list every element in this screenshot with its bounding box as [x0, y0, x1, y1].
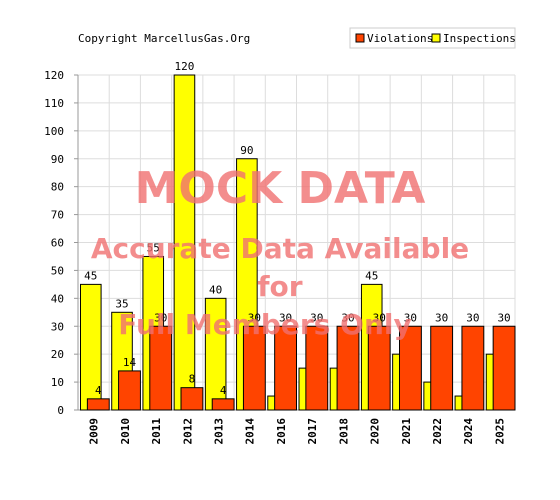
data-label-violations-2009: 4 [95, 384, 102, 397]
data-label-violations-2010: 14 [123, 356, 137, 369]
data-label-violations-2018: 30 [341, 311, 354, 324]
x-tick-label: 2018 [337, 418, 350, 445]
x-tick-label: 2021 [400, 418, 413, 445]
bar-violations-2011 [149, 325, 173, 411]
x-tick-label: 2022 [431, 418, 444, 445]
bars [79, 74, 516, 411]
y-tick-label: 0 [57, 404, 64, 417]
data-label-inspections-2014: 90 [240, 144, 253, 157]
data-label-violations-2016: 30 [279, 311, 292, 324]
y-tick-label: 60 [51, 237, 64, 250]
data-label-violations-2024: 30 [466, 311, 479, 324]
data-label-violations-2012: 8 [189, 373, 196, 386]
data-label-inspections-2010: 35 [115, 297, 128, 310]
data-label-violations-2020: 30 [373, 311, 386, 324]
bar-violations-2021 [399, 325, 422, 411]
x-tick-label: 2020 [369, 418, 382, 445]
bar-violations-2025 [492, 325, 516, 411]
bar-violations-2014 [242, 325, 266, 411]
data-label-inspections-2012: 120 [175, 60, 195, 73]
data-label-violations-2011: 30 [154, 311, 167, 324]
legend: Violations Inspections [349, 27, 516, 49]
y-tick-label: 30 [51, 320, 64, 333]
data-label-violations-2021: 30 [404, 311, 417, 324]
bar-violations-2012 [180, 387, 204, 411]
legend-swatch-violations [355, 33, 365, 43]
data-label-inspections-2013: 40 [209, 283, 222, 296]
y-tick-label: 20 [51, 348, 64, 361]
legend-label-inspections: Inspections [443, 32, 516, 45]
copyright-text: Copyright MarcellusGas.Org [78, 32, 250, 45]
bar-violations-2018 [336, 325, 360, 411]
watermark-line-3: for [257, 270, 302, 303]
data-label-violations-2022: 30 [435, 311, 448, 324]
bar-violations-2010 [118, 370, 141, 411]
y-tick-label: 50 [51, 264, 64, 277]
x-tick-label: 2012 [181, 418, 194, 445]
y-tick-label: 100 [44, 125, 64, 138]
y-tick-label: 40 [51, 292, 64, 305]
y-axis-ticks: 0 10 20 30 40 50 60 70 80 90 100 110 120 [44, 69, 78, 417]
x-tick-label: 2011 [150, 418, 163, 445]
x-tick-label: 2013 [212, 418, 225, 445]
bar-violations-2020 [367, 325, 391, 411]
x-tick-label: 2016 [275, 418, 288, 445]
y-tick-label: 80 [51, 181, 64, 194]
bar-violations-2017 [305, 325, 329, 411]
data-label-violations-2025: 30 [497, 311, 510, 324]
y-tick-label: 110 [44, 97, 64, 110]
x-tick-label: 2024 [462, 418, 475, 445]
legend-label-violations: Violations [367, 32, 433, 45]
x-tick-label: 2017 [306, 418, 319, 445]
data-label-inspections-2020: 45 [365, 269, 378, 282]
y-tick-label: 10 [51, 376, 64, 389]
data-label-inspections-2009: 45 [84, 269, 97, 282]
bar-violations-2016 [274, 325, 297, 411]
watermark-line-4: Full Members Only [118, 308, 411, 341]
x-tick-label: 2010 [119, 418, 132, 445]
data-labels: 45 4 35 14 55 30 120 8 40 4 90 30 30 30 30 45 30 30 30 30 30 [84, 60, 511, 397]
bar-violations-2013 [211, 398, 235, 411]
y-tick-label: 90 [51, 153, 64, 166]
legend-swatch-inspections [431, 33, 441, 43]
mock-data-watermark: MOCK DATA Accurate Data Available for Fu… [91, 163, 469, 341]
bar-violations-2024 [461, 325, 485, 411]
x-tick-label: 2014 [244, 418, 257, 445]
y-tick-label: 120 [44, 69, 64, 82]
bar-violations-2009 [86, 398, 110, 411]
watermark-line-2: Accurate Data Available [91, 232, 469, 265]
watermark-line-1: MOCK DATA [135, 163, 426, 214]
bar-violations-2022 [430, 325, 454, 411]
x-tick-label: 2009 [88, 418, 101, 445]
x-axis-ticks: 2009 2010 2011 2012 2013 2014 2016 2017 2018 2020… [88, 418, 507, 445]
x-tick-label: 2025 [493, 418, 506, 445]
data-label-inspections-2011: 55 [147, 241, 160, 254]
data-label-violations-2014: 30 [248, 311, 261, 324]
data-label-violations-2017: 30 [310, 311, 323, 324]
y-tick-label: 70 [51, 209, 64, 222]
data-label-violations-2013: 4 [220, 384, 227, 397]
